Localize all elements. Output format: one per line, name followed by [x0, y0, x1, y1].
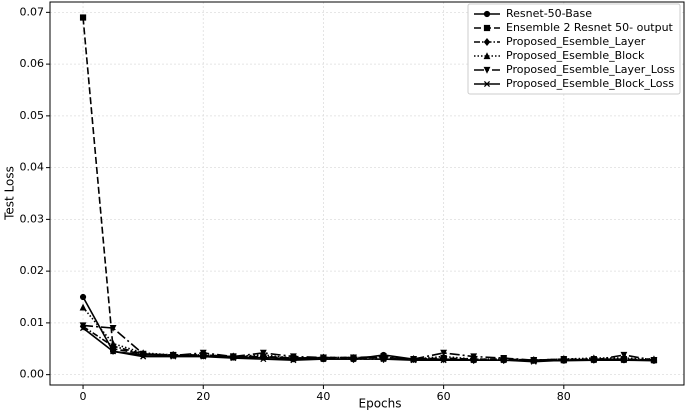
y-axis-label: Test Loss [3, 166, 17, 221]
data-point [500, 357, 507, 364]
y-tick-label: 0.06 [20, 57, 45, 70]
y-tick-label: 0.02 [20, 264, 45, 277]
x-tick-label: 80 [557, 390, 571, 403]
y-tick-label: 0.00 [20, 368, 45, 381]
data-point [380, 353, 387, 361]
plot-frame [49, 1, 685, 386]
series-line [82, 306, 654, 361]
legend-marker [483, 66, 491, 74]
legend-box [467, 3, 681, 95]
data-point [140, 353, 147, 360]
data-point [260, 356, 267, 363]
legend-label: Proposed_Esemble_Layer [506, 35, 646, 48]
data-point [79, 322, 87, 330]
data-point [139, 350, 147, 358]
data-point [200, 353, 207, 360]
series [79, 322, 658, 364]
x-tick-label: 0 [80, 390, 87, 403]
data-point [650, 357, 658, 364]
y-tick-label: 0.03 [20, 212, 45, 225]
data-point [560, 357, 567, 364]
data-point [410, 357, 417, 364]
data-point [79, 303, 87, 311]
data-point [79, 293, 87, 301]
series-line [82, 327, 654, 363]
data-point [199, 349, 207, 357]
legend-label: Proposed_Esemble_Block [506, 49, 645, 62]
data-point [470, 357, 477, 364]
series [79, 325, 658, 365]
series-line [82, 296, 654, 362]
series [79, 293, 658, 364]
data-point [79, 14, 87, 21]
legend-label: Resnet-50-Base [506, 7, 592, 20]
x-tick-label: 40 [316, 390, 330, 403]
data-point [259, 349, 267, 357]
data-point [440, 349, 448, 357]
legend-marker [483, 38, 491, 46]
data-point [109, 324, 117, 332]
data-point [530, 358, 537, 365]
legend-marker [483, 52, 491, 60]
y-tick-label: 0.04 [20, 161, 45, 174]
data-point [110, 348, 117, 355]
data-point [620, 357, 627, 364]
y-tick-label: 0.01 [20, 316, 45, 329]
legend-label: Proposed_Esemble_Block_Loss [506, 77, 674, 90]
data-point [289, 353, 297, 361]
data-point [290, 357, 297, 364]
data-point [380, 356, 387, 363]
legend-marker [483, 80, 491, 88]
data-point [109, 339, 117, 347]
y-tick-label: 0.07 [20, 5, 45, 18]
legend-marker [483, 10, 491, 18]
data-point [170, 353, 177, 360]
legend-label: Proposed_Esemble_Layer_Loss [506, 63, 675, 76]
y-tick-label: 0.05 [20, 109, 45, 122]
data-point [79, 325, 87, 332]
data-point [320, 356, 327, 363]
legend-label: Ensemble 2 Resnet 50- output [506, 21, 674, 34]
data-point [620, 351, 628, 359]
x-axis-label: Epochs [359, 397, 402, 411]
data-point [590, 357, 597, 364]
data-point [440, 357, 447, 364]
x-tick-label: 20 [196, 390, 210, 403]
data-point [470, 353, 478, 361]
legend-marker [483, 24, 491, 32]
series-line [82, 324, 655, 361]
data-point [350, 356, 357, 363]
x-tick-label: 60 [437, 390, 451, 403]
series [79, 303, 658, 364]
data-point [230, 355, 237, 362]
